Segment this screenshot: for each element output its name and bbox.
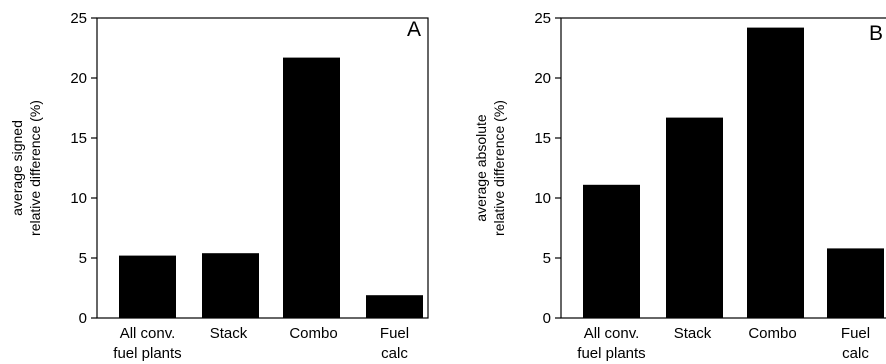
- xtick-label-b-4-line2: calc: [842, 345, 869, 362]
- ylabel-b-line1: average absolute: [473, 114, 489, 222]
- ytick-label-a-20: 20: [70, 70, 87, 87]
- xtick-label-a-4-line1: Fuel: [380, 325, 409, 342]
- bar-b-2: [666, 117, 723, 318]
- xtick-label-a-3: Combo: [289, 325, 337, 342]
- panel-a-chart: 0 5 10 15 20 25 All conv. fuel plants Stack Combo…: [9, 10, 429, 362]
- ytick-label-b-20: 20: [534, 70, 551, 87]
- ytick-label-a-10: 10: [70, 190, 87, 207]
- ytick-label-b-15: 15: [534, 130, 551, 147]
- bar-a-4: [366, 295, 423, 318]
- panel-b-chart: 0 5 10 15 20 25 All conv. fuel plants Stack Combo…: [473, 10, 886, 362]
- bar-b-1: [583, 184, 640, 318]
- ytick-label-b-25: 25: [534, 10, 551, 27]
- xtick-label-a-4-line2: calc: [381, 345, 408, 362]
- ytick-label-b-10: 10: [534, 190, 551, 207]
- ytick-label-b-5: 5: [543, 250, 551, 267]
- panel-label-a: A: [407, 18, 421, 41]
- xtick-label-b-2: Stack: [674, 325, 712, 342]
- bar-a-3: [283, 57, 340, 318]
- xtick-label-b-4-line1: Fuel: [841, 325, 870, 342]
- plot-frame-a: [96, 17, 429, 319]
- bar-b-3: [747, 27, 804, 318]
- ytick-label-a-0: 0: [79, 310, 87, 327]
- ytick-label-a-15: 15: [70, 130, 87, 147]
- panel-label-b: B: [869, 22, 883, 45]
- bar-a-2: [202, 253, 259, 318]
- xtick-label-a-1-line1: All conv.: [120, 325, 176, 342]
- xtick-label-b-1-line2: fuel plants: [577, 345, 645, 362]
- plot-frame-b: [560, 17, 886, 319]
- ylabel-b-line2: relative difference (%): [491, 100, 507, 236]
- ylabel-a-line1: average signed: [9, 120, 25, 216]
- xtick-label-a-2: Stack: [210, 325, 248, 342]
- ytick-label-a-25: 25: [70, 10, 87, 27]
- xtick-label-b-3: Combo: [748, 325, 796, 342]
- bar-b-4: [827, 248, 884, 318]
- ylabel-a-line2: relative difference (%): [27, 100, 43, 236]
- ytick-label-b-0: 0: [543, 310, 551, 327]
- xtick-label-b-1-line1: All conv.: [584, 325, 640, 342]
- ytick-label-a-5: 5: [79, 250, 87, 267]
- xtick-label-a-1-line2: fuel plants: [113, 345, 181, 362]
- bar-a-1: [119, 255, 176, 318]
